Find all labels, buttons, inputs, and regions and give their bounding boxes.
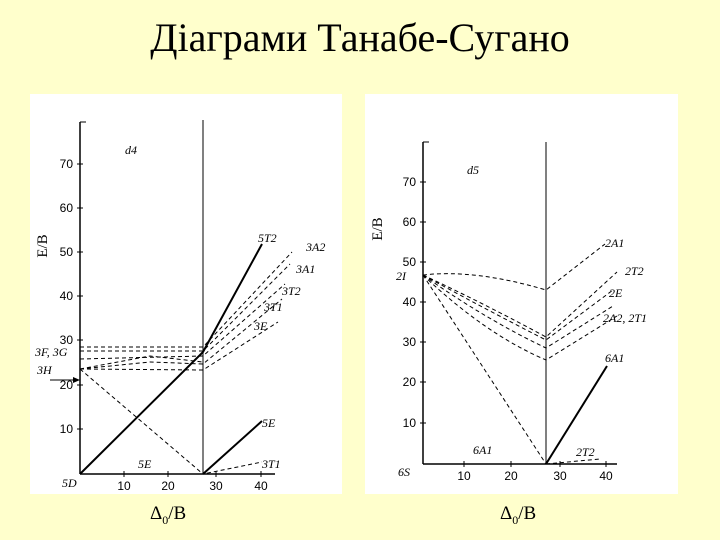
curve-2A1 [422, 243, 606, 291]
y-tick-label: 40 [403, 295, 417, 309]
curve-5E [202, 420, 263, 475]
tanabe-sugano-d5-diagram: 10 20 30 40 50 60 70 10 20 30 40 E/B d5 [365, 94, 678, 494]
term-6S: 6S [398, 465, 410, 479]
term-2A2-2T1: 2A2, 2T1 [603, 311, 647, 325]
curve-2T2 [422, 271, 618, 338]
term-3T1: 3T1 [263, 300, 283, 314]
term-3A1: 3A1 [295, 262, 315, 276]
curve-2T1 [422, 274, 618, 361]
x-axis-caption: Δ0/B [500, 503, 537, 527]
y-axis-label: E/B [370, 217, 386, 240]
curve-6A1-left [422, 274, 547, 465]
term-2T2: 2T2 [625, 264, 644, 278]
term-3H: 3H [36, 363, 53, 377]
tanabe-sugano-d4-diagram: 10 20 30 40 50 60 70 10 20 30 40 E/B d4 [30, 94, 342, 494]
term-6A1-bottom: 6A1 [473, 443, 492, 457]
x-tick-label: 30 [553, 469, 567, 483]
curve-3T1a [79, 298, 283, 370]
configuration-label: d4 [125, 143, 137, 157]
term-5E: 5E [262, 416, 276, 430]
curve-3H-down [79, 355, 204, 370]
term-5D: 5D [62, 476, 77, 490]
term-2A1: 2A1 [605, 236, 624, 250]
curve-3A1 [80, 263, 291, 352]
x-tick-label: 30 [209, 479, 223, 493]
term-3T1-bottom: 3T1 [261, 457, 281, 471]
term-3F-3G: 3F, 3G [34, 345, 68, 359]
x-tick-label: 10 [457, 469, 471, 483]
term-6A1-right: 6A1 [605, 351, 624, 365]
x-axis-caption: Δ0/B [150, 503, 187, 527]
curve-3E [79, 321, 279, 371]
y-tick-label: 20 [403, 375, 417, 389]
curve-3T1-low [79, 368, 204, 475]
y-tick-label: 50 [403, 255, 417, 269]
term-2T2-bottom: 2T2 [576, 445, 595, 459]
configuration-label: d5 [467, 163, 479, 177]
term-5T2: 5T2 [258, 231, 277, 245]
x-tick-label: 40 [254, 479, 268, 493]
y-tick-label: 10 [403, 416, 417, 430]
term-5E-bottom: 5E [138, 457, 152, 471]
curve-2A2 [422, 274, 614, 349]
y-tick-label: 20 [60, 378, 74, 392]
term-2E: 2E [609, 286, 623, 300]
x-tick-label: 40 [599, 469, 613, 483]
y-tick-label: 30 [403, 335, 417, 349]
curve-3A2 [80, 251, 293, 348]
y-axis-label: E/B [35, 234, 51, 257]
x-tick-label: 20 [504, 469, 518, 483]
curve-5T2 [79, 243, 263, 475]
curve-2E [422, 274, 614, 341]
y-tick-label: 60 [60, 201, 74, 215]
x-tick-label: 10 [117, 479, 131, 493]
curve-6A1 [545, 365, 608, 465]
y-tick-label: 70 [403, 175, 417, 189]
x-tick-label: 20 [161, 479, 175, 493]
y-tick-label: 50 [60, 245, 74, 259]
y-tick-label: 60 [403, 215, 417, 229]
term-2I: 2I [396, 269, 407, 283]
term-3T2: 3T2 [281, 284, 301, 298]
curve-low-from-5E [130, 461, 263, 475]
y-tick-label: 10 [60, 422, 74, 436]
term-3E: 3E [253, 319, 268, 333]
y-tick-label: 70 [60, 157, 74, 171]
term-3A2: 3A2 [305, 240, 325, 254]
y-tick-label: 30 [60, 333, 74, 347]
page-title: Діаграми Танабе-Сугано [150, 15, 570, 60]
y-tick-label: 40 [60, 289, 74, 303]
curve-2T2-low [545, 458, 601, 465]
